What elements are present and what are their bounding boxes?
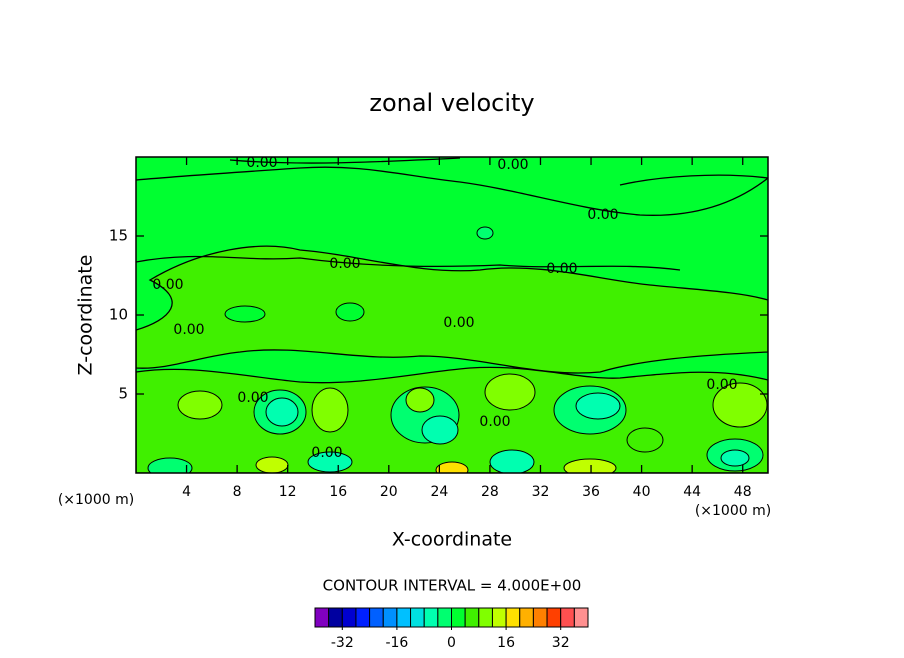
field-region — [712, 382, 768, 428]
x-tick-label: 44 — [683, 484, 701, 500]
field-region — [563, 458, 617, 473]
contour-label: 0.00 — [587, 207, 618, 223]
contour-label: 0.00 — [173, 322, 204, 338]
colorbar-box — [546, 607, 562, 628]
colorbar-box — [382, 607, 398, 628]
y-tick-label: 15 — [109, 227, 128, 245]
contour-label: 0.00 — [706, 377, 737, 393]
y-tick-label: 10 — [109, 306, 128, 324]
colorbar-box — [328, 607, 343, 628]
x-tick-label: 20 — [380, 484, 398, 500]
colorbar-tick-label: -32 — [331, 635, 354, 651]
x-tick-label: 8 — [233, 484, 242, 500]
x-tick-label: 36 — [582, 484, 600, 500]
colorbar-box — [491, 607, 507, 628]
x-tick-label: 32 — [532, 484, 550, 500]
field-region — [476, 226, 494, 240]
colorbar-tick-label: -16 — [385, 635, 408, 651]
contour-line — [136, 255, 681, 271]
field-region — [177, 390, 223, 420]
x-units: (×1000 m) — [695, 503, 771, 519]
colorbar-box — [341, 607, 357, 628]
colorbar-box — [314, 607, 330, 628]
contour-label: 0.00 — [246, 155, 277, 171]
y-units: (×1000 m) — [58, 492, 134, 508]
x-tick-label: 12 — [279, 484, 297, 500]
colorbar-box — [532, 607, 548, 628]
colorbar-box — [423, 607, 439, 628]
x-tick-label: 4 — [182, 484, 191, 500]
y-axis-label: Z-coordinate — [75, 255, 97, 376]
y-tick-label: 5 — [118, 385, 128, 403]
x-axis-label: X-coordinate — [392, 529, 512, 551]
colorbar-box — [519, 607, 534, 628]
field-region — [147, 457, 193, 473]
field-region — [335, 302, 365, 322]
colorbar-box — [369, 607, 384, 628]
field-region — [575, 392, 621, 420]
contour-label: 0.00 — [311, 445, 342, 461]
colorbar-box — [437, 607, 453, 628]
chart-title: zonal velocity — [369, 89, 534, 117]
field-region — [489, 449, 535, 473]
contour-label: 0.00 — [546, 261, 577, 277]
field-region — [311, 387, 349, 433]
contour-line — [619, 174, 768, 186]
contour-label: 0.00 — [443, 315, 474, 331]
colorbar-box — [410, 607, 425, 628]
colorbar-tick-label: 0 — [447, 635, 456, 651]
field-region — [405, 387, 435, 413]
contour-line — [136, 166, 768, 216]
field-region — [224, 305, 266, 323]
x-tick-label: 28 — [481, 484, 499, 500]
field-region — [265, 397, 299, 427]
contour-label: 0.00 — [152, 277, 183, 293]
field-region — [626, 427, 664, 453]
contour-field: 0.00 0.00 0.00 0.00 0.00 0.00 0.00 0.00 0.00 0.00… — [136, 155, 768, 473]
contour-label: 0.00 — [497, 157, 528, 173]
contour-label: 0.00 — [329, 256, 360, 272]
field-region — [484, 373, 536, 411]
x-tick-label: 48 — [734, 484, 752, 500]
x-tick-label: 40 — [633, 484, 651, 500]
colorbar-box — [560, 607, 575, 628]
contour-label: 0.00 — [237, 390, 268, 406]
contour-label: 0.00 — [479, 414, 510, 430]
colorbar-tick-label: 16 — [497, 635, 515, 651]
contour-interval: CONTOUR INTERVAL = 4.000E+00 — [323, 577, 582, 595]
field-region — [720, 449, 750, 467]
contour-line — [229, 157, 461, 164]
colorbar-box — [464, 607, 480, 628]
field-region — [307, 451, 353, 473]
field-region — [421, 415, 459, 445]
colorbar-box — [505, 607, 521, 628]
colorbar-box — [355, 607, 371, 628]
colorbar-tick-label: 32 — [552, 635, 570, 651]
field-region — [255, 456, 289, 473]
colorbar-box — [451, 607, 466, 628]
x-tick-label: 16 — [329, 484, 347, 500]
field-region — [435, 461, 469, 473]
colorbar-box — [396, 607, 412, 628]
x-tick-label: 24 — [430, 484, 448, 500]
field-band — [136, 245, 768, 374]
colorbar-box — [478, 607, 493, 628]
colorbar-box — [573, 607, 589, 628]
